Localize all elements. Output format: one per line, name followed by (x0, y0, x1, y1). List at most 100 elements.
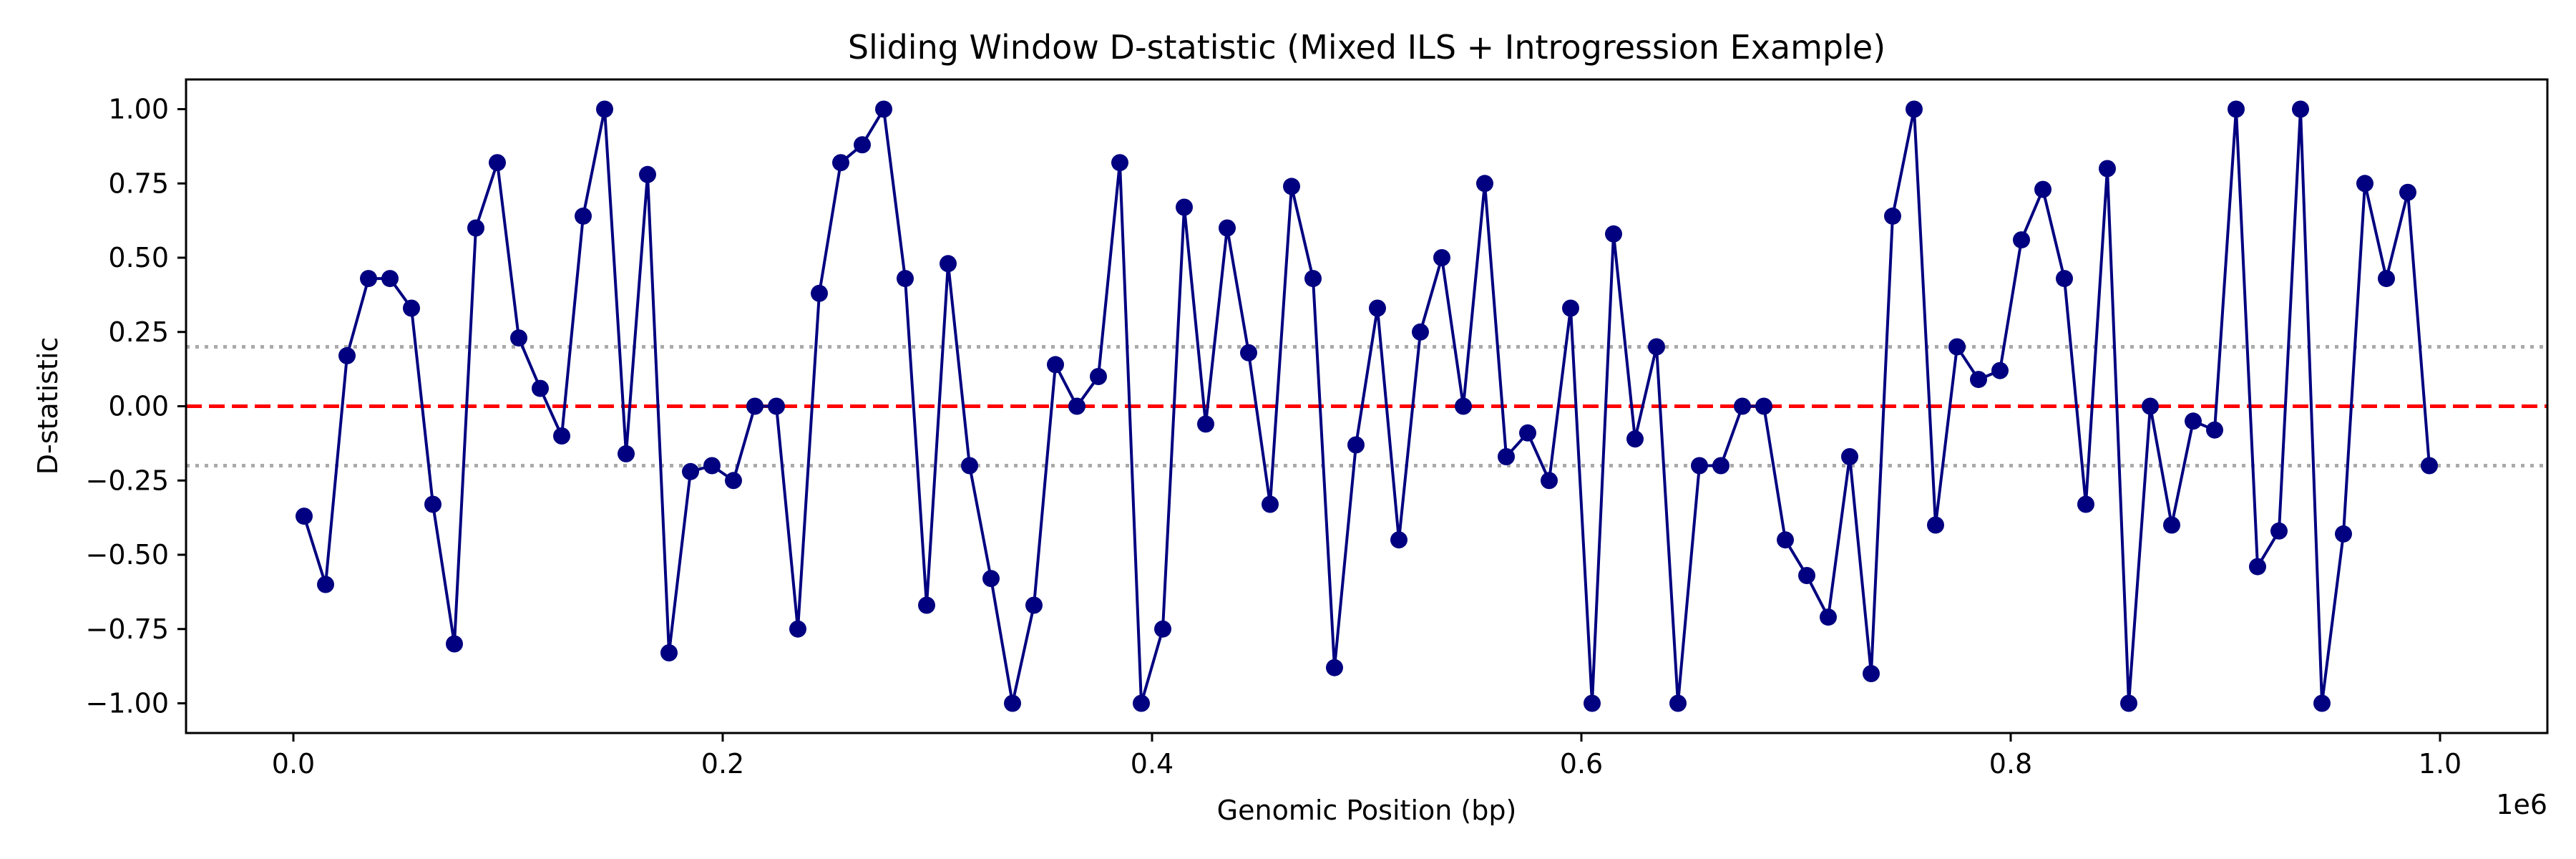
x-tick-label: 0.8 (1989, 748, 2032, 780)
data-point (2099, 160, 2116, 178)
data-point (1176, 198, 1193, 216)
data-point (2120, 694, 2137, 712)
data-point (1068, 397, 1085, 415)
data-point (1948, 338, 1966, 356)
data-point (854, 136, 871, 154)
data-point (1691, 457, 1708, 475)
data-point (1712, 457, 1729, 475)
data-point (2206, 421, 2223, 439)
y-tick-label: 0.25 (108, 316, 169, 348)
data-point (532, 379, 549, 397)
data-point (1734, 397, 1751, 415)
data-point (1219, 219, 1236, 237)
data-point (2292, 100, 2309, 118)
data-point (2270, 522, 2288, 540)
data-point (1841, 448, 1858, 465)
data-point (2056, 270, 2073, 288)
data-point (1240, 344, 1257, 361)
data-point (1755, 397, 1772, 415)
data-point (1970, 371, 1987, 389)
data-point (1562, 299, 1579, 317)
data-point (682, 462, 699, 480)
data-point (1197, 415, 1214, 433)
data-point (1584, 694, 1601, 712)
x-tick-label: 0.2 (701, 748, 744, 780)
data-point (1476, 175, 1493, 193)
data-point (2335, 525, 2352, 543)
reference-lines (186, 345, 2547, 467)
data-point (2378, 270, 2395, 288)
data-point (897, 270, 914, 288)
data-point (1648, 338, 1665, 356)
data-point (2142, 397, 2159, 415)
data-point (1133, 694, 1150, 712)
data-point (1047, 356, 1064, 374)
data-point (940, 255, 957, 273)
data-point (1777, 531, 1794, 549)
data-point (1433, 249, 1450, 266)
y-tick-label: −0.25 (86, 465, 169, 496)
data-point (1541, 472, 1558, 490)
data-point (2421, 457, 2438, 475)
data-point (1154, 620, 1171, 638)
data-point (1304, 270, 1322, 288)
y-tick-label: 0.75 (108, 168, 169, 199)
data-point (2163, 516, 2180, 534)
data-point (2249, 558, 2266, 576)
data-point (381, 270, 399, 288)
data-point (1605, 225, 1622, 243)
data-point (1906, 100, 1923, 118)
data-point (1262, 495, 1279, 513)
y-tick-label: −0.50 (86, 539, 169, 571)
data-point (1390, 531, 1407, 549)
data-point (1884, 207, 1901, 225)
data-point (2356, 175, 2373, 193)
y-axis-label: D-statistic (32, 337, 64, 475)
data-point (746, 397, 763, 415)
y-tick-label: −0.75 (86, 613, 169, 645)
data-point (982, 570, 1000, 588)
x-tick-label: 0.0 (272, 748, 315, 780)
data-point (2077, 495, 2094, 513)
x-tick-label: 0.4 (1131, 748, 1174, 780)
x-tick-label: 1.0 (2419, 748, 2462, 780)
data-point (1798, 567, 1815, 584)
data-point (789, 620, 806, 638)
data-point (1863, 665, 1880, 682)
data-point (1991, 361, 2009, 379)
data-point (510, 329, 527, 347)
data-point (596, 100, 613, 118)
data-point (1455, 397, 1472, 415)
data-point (403, 299, 420, 317)
x-tick-label: 0.6 (1560, 748, 1603, 780)
data-point (768, 397, 785, 415)
data-point (553, 427, 570, 445)
data-point (725, 472, 742, 490)
y-tick-label: 0.00 (108, 391, 169, 422)
x-axis-offset-label: 1e6 (2496, 789, 2547, 820)
data-point (703, 457, 721, 475)
data-point (1347, 436, 1365, 454)
y-axis-ticks: 1.00 0.75 0.50 0.25 0.00 −0.25 −0.50 −0.75 −1.00 (86, 94, 186, 719)
y-tick-label: −1.00 (86, 688, 169, 719)
data-point (1927, 516, 1944, 534)
data-point (660, 644, 678, 661)
data-point (1025, 596, 1043, 614)
data-point (2034, 180, 2051, 198)
data-point (296, 508, 313, 525)
data-point (961, 457, 978, 475)
series-layer (296, 100, 2438, 712)
chart-title: Sliding Window D-statistic (Mixed ILS + … (848, 28, 1885, 67)
data-point (1326, 659, 1343, 676)
data-point (446, 635, 463, 653)
data-point (2013, 231, 2030, 249)
data-point (1519, 424, 1536, 442)
x-axis-ticks: 0.0 0.2 0.4 0.6 0.8 1.0 (272, 733, 2462, 780)
data-point (1090, 368, 1107, 385)
data-point (1498, 448, 1515, 465)
data-point (424, 495, 441, 513)
data-point (575, 207, 592, 225)
series-line (303, 107, 2431, 705)
data-point (832, 154, 849, 172)
data-point (1283, 178, 1300, 195)
